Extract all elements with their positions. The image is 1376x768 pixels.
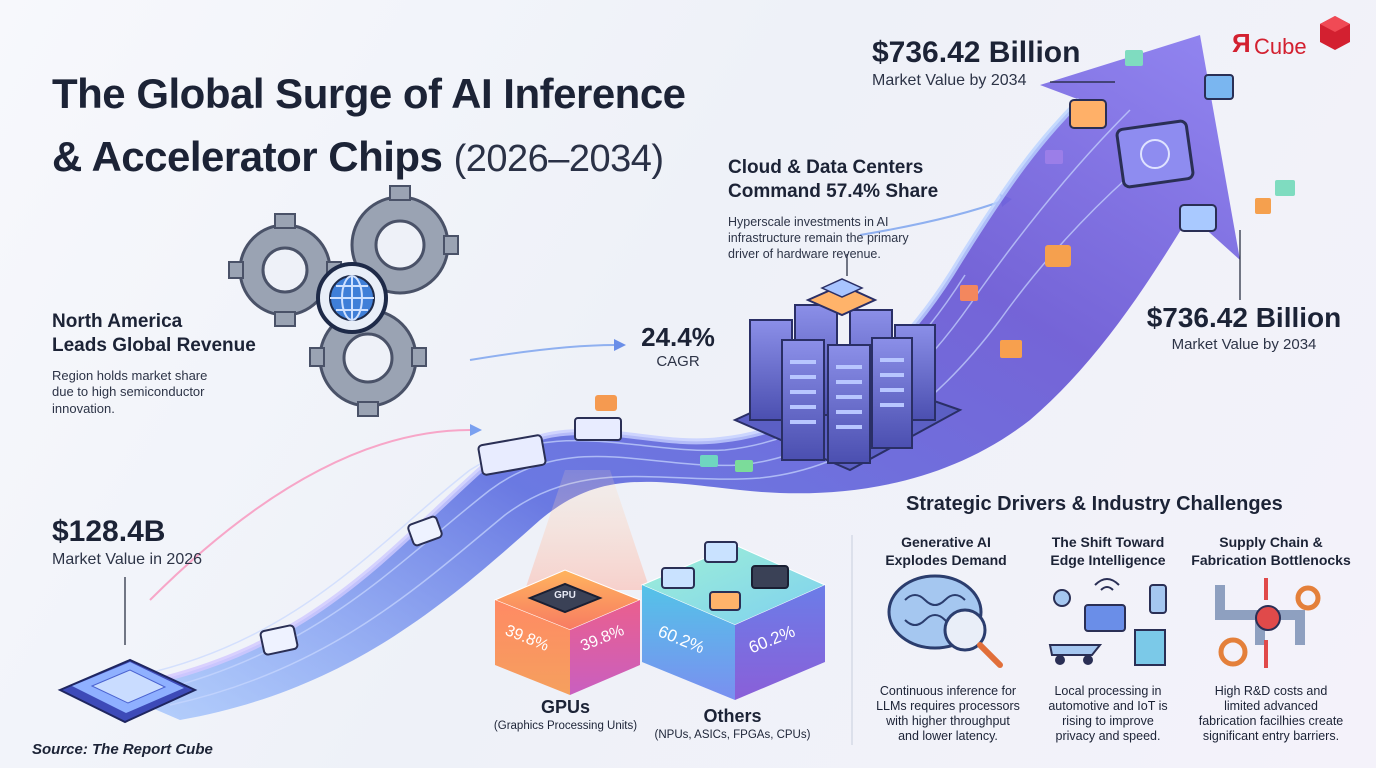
driver-3-text-4: significant entry barriers. — [1202, 729, 1340, 743]
driver-3-heading-1: Supply Chain & — [1219, 534, 1323, 550]
cagr-callout: 24.4% CAGR — [636, 322, 720, 370]
source-note: Source: The Report Cube — [32, 741, 213, 758]
cube-icon — [1320, 16, 1350, 50]
driver-3-heading-2: Fabrication Bottlenocks — [1191, 552, 1351, 569]
cloud-share-callout: Cloud & Data Centers Command 57.4% Share… — [728, 156, 938, 262]
driver-1-heading-2: Explodes Demand — [885, 552, 1007, 569]
gpu-name: GPUs — [540, 697, 591, 717]
gpu-segment-label: GPUs (Graphics Processing Units) — [488, 697, 643, 732]
gpu-desc: (Graphics Processing Units) — [493, 720, 638, 732]
cloud-body-3: driver of hardware revenue. — [728, 247, 881, 261]
driver-2-heading-1: The Shift Toward — [1051, 534, 1165, 550]
start-value-amount: $128.4B — [52, 515, 166, 548]
cagr-value: 24.4% — [641, 322, 715, 352]
top-value-amount: $736.42 Billion — [872, 36, 1081, 69]
na-body: Region holds market share due to high se… — [52, 368, 256, 419]
title-line-2-text: & Accelerator Chips — [52, 133, 443, 180]
driver-3-text-1: High R&D costs and — [1214, 684, 1328, 698]
driver-3-text-2: limited advanced — [1224, 699, 1318, 713]
logo-mark: Я — [1232, 28, 1251, 58]
page-title: The Global Surge of AI Inference & Accel… — [52, 62, 686, 188]
start-chip — [57, 658, 198, 724]
brain-chip-icon — [887, 574, 1003, 668]
na-body-1: Region holds market share — [52, 367, 208, 383]
others-desc: (NPUs, ASICs, FPGAs, CPUs) — [654, 729, 811, 741]
right-market-value: $736.42 Billion Market Value by 2034 — [1144, 302, 1344, 353]
top-market-value: $736.42 Billion Market Value by 2034 — [872, 36, 1080, 90]
driver-3-text-3: fabrication facilhies create — [1198, 714, 1344, 728]
others-block — [640, 541, 827, 700]
cloud-body-2: infrastructure remain the primary — [728, 230, 909, 245]
driver-supply-chain-text: High R&D costs and limited advanced fabr… — [1188, 684, 1354, 744]
title-line-2: & Accelerator Chips (2026–2034) — [52, 125, 686, 188]
gpu-block — [493, 569, 642, 695]
driver-1-text-4: and lower latency. — [898, 729, 998, 743]
driver-1-text-1: Continuous inference for — [879, 684, 1017, 698]
drivers-title: Strategic Drivers & Industry Challenges — [906, 493, 1283, 515]
others-segment-label: Others (NPUs, ASICs, FPGAs, CPUs) — [650, 706, 815, 741]
edge-devices-icon — [1048, 578, 1167, 666]
na-heading-1: North America — [52, 311, 183, 332]
driver-2-text-4: privacy and speed. — [1055, 729, 1161, 743]
title-line-1: The Global Surge of AI Inference — [52, 70, 686, 117]
cloud-body-1: Hyperscale investments in AI — [728, 214, 889, 229]
driver-supply-chain: Supply Chain & Fabrication Bottlenocks — [1188, 533, 1354, 569]
driver-1-heading-1: Generative AI — [901, 534, 991, 550]
others-name: Others — [703, 706, 762, 726]
cloud-heading-1: Cloud & Data Centers — [728, 157, 924, 178]
na-body-2: due to high semiconductor — [52, 384, 205, 400]
driver-2-heading-2: Edge Intelligence — [1050, 552, 1166, 569]
start-value-label: Market Value in 2026 — [52, 551, 203, 568]
na-heading-2: Leads Global Revenue — [52, 334, 256, 356]
north-america-callout: North America Leads Global Revenue Regio… — [52, 310, 256, 418]
cloud-body: Hyperscale investments in AI infrastruct… — [728, 214, 938, 263]
report-cube-logo: Я Cube — [1232, 14, 1352, 70]
right-value-amount: $736.42 Billion — [1146, 302, 1342, 333]
start-market-value: $128.4B Market Value in 2026 — [52, 515, 202, 569]
driver-2-text-1: Local processing in — [1054, 684, 1162, 698]
right-value-label: Market Value by 2034 — [1171, 336, 1317, 353]
cloud-heading-2: Command 57.4% Share — [728, 180, 939, 202]
driver-2-text-2: automotive and IoT is — [1048, 699, 1168, 713]
driver-2-text-3: rising to improve — [1062, 714, 1154, 728]
driver-edge-intelligence: The Shift Toward Edge Intelligence — [1032, 533, 1184, 569]
driver-1-text-2: LLMs requires processors — [876, 699, 1020, 713]
logo-word: Cube — [1254, 34, 1307, 59]
title-years: (2026–2034) — [453, 138, 665, 180]
driver-generative-ai: Generative AI Explodes Demand — [872, 533, 1020, 569]
pipes-gears-icon — [1215, 578, 1321, 668]
gpu-chip-label: GPU — [554, 590, 576, 601]
na-body-3: innovation. — [52, 401, 115, 417]
cagr-label: CAGR — [656, 353, 700, 370]
driver-edge-intelligence-text: Local processing in automotive and IoT i… — [1030, 684, 1186, 744]
top-value-label: Market Value by 2034 — [872, 72, 1027, 89]
driver-generative-ai-text: Continuous inference for LLMs requires p… — [868, 684, 1028, 744]
driver-1-text-3: with higher throughput — [886, 714, 1010, 728]
